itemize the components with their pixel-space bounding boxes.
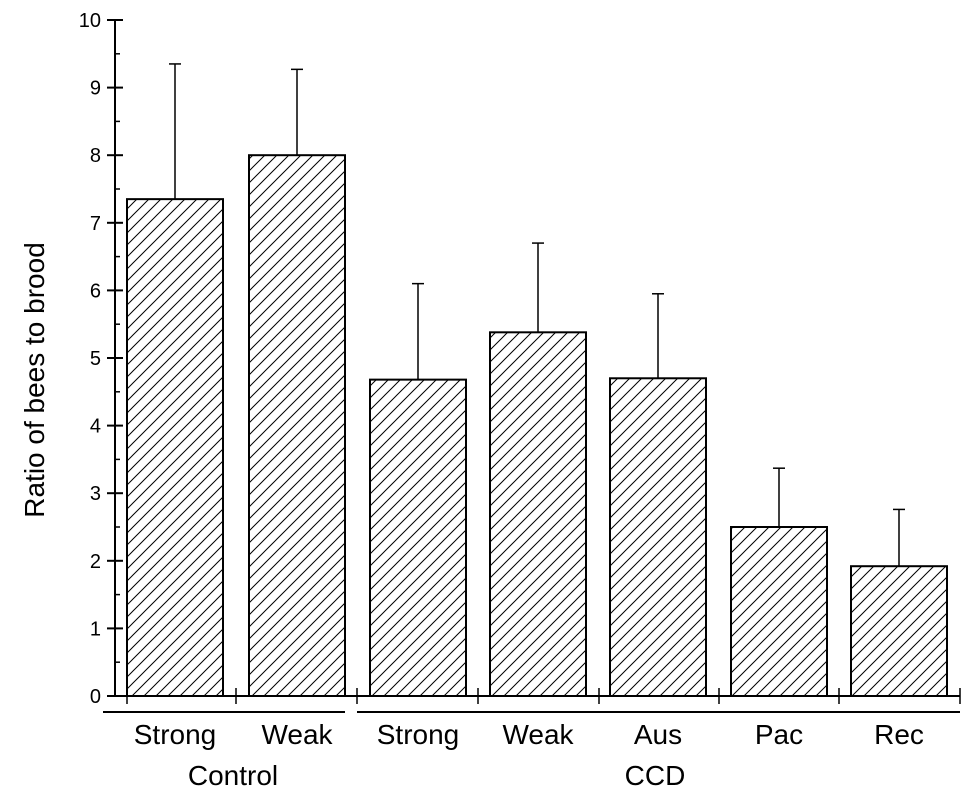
y-tick-label: 9 bbox=[90, 78, 101, 100]
y-tick-label: 7 bbox=[90, 213, 101, 235]
y-tick-label: 5 bbox=[90, 348, 101, 370]
bar-7 bbox=[850, 565, 948, 698]
y-tick-label: 1 bbox=[90, 618, 101, 640]
group-label-control: Control bbox=[188, 760, 278, 791]
bar-5 bbox=[609, 377, 707, 697]
y-tick-label: 8 bbox=[90, 145, 101, 167]
bars-layer bbox=[126, 63, 948, 698]
bar-6 bbox=[730, 526, 828, 697]
x-tick-label: Rec bbox=[874, 719, 924, 750]
bar-3 bbox=[369, 378, 467, 697]
y-tick-label: 4 bbox=[90, 416, 101, 438]
bar-2 bbox=[248, 154, 346, 697]
y-tick-label: 6 bbox=[90, 280, 101, 302]
x-tick-label: Strong bbox=[377, 719, 460, 750]
y-axis-title: Ratio of bees to brood bbox=[19, 242, 50, 518]
y-tick-label: 2 bbox=[90, 551, 101, 573]
y-tick-label: 10 bbox=[79, 10, 101, 32]
x-tick-label: Pac bbox=[755, 719, 803, 750]
labels-layer: 0 1 2 3 4 5 6 7 8 9 10 Strong Weak Strong Weak Aus Pac Re… bbox=[19, 10, 924, 791]
bar-4 bbox=[489, 331, 587, 697]
y-tick-label: 3 bbox=[90, 483, 101, 505]
y-tick-label: 0 bbox=[90, 686, 101, 708]
x-tick-label: Weak bbox=[502, 719, 574, 750]
group-label-ccd: CCD bbox=[625, 760, 686, 791]
x-tick-label: Aus bbox=[634, 719, 682, 750]
x-tick-label: Strong bbox=[134, 719, 217, 750]
bar-1 bbox=[126, 198, 224, 697]
axes-layer bbox=[103, 19, 961, 713]
x-tick-label: Weak bbox=[261, 719, 333, 750]
